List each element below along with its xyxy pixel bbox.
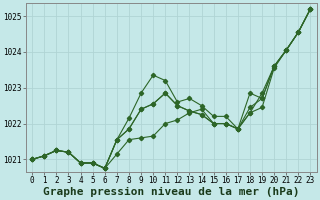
X-axis label: Graphe pression niveau de la mer (hPa): Graphe pression niveau de la mer (hPa) — [43, 186, 300, 197]
